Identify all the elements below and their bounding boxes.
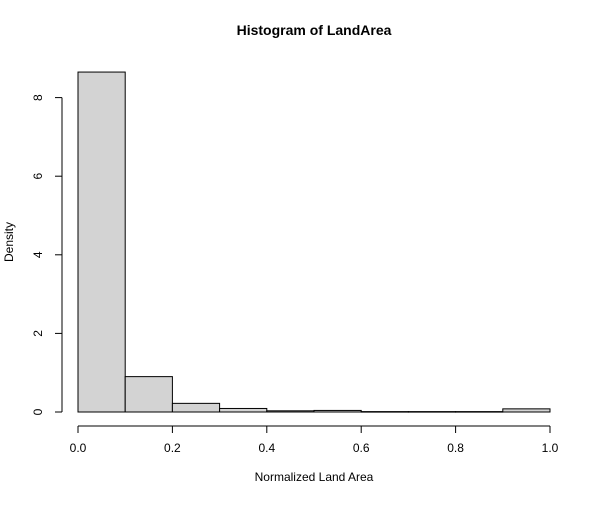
y-tick-label: 2 <box>31 330 45 337</box>
y-tick-label: 0 <box>31 408 45 415</box>
y-tick-label: 8 <box>31 94 45 101</box>
x-tick-label: 1.0 <box>542 441 559 455</box>
y-tick-label: 4 <box>31 251 45 258</box>
x-axis: 0.0 0.2 0.4 0.6 0.8 1.0 <box>70 425 559 455</box>
x-tick-label: 0.4 <box>258 441 275 455</box>
histogram-bar <box>502 408 551 413</box>
x-tick-label: 0.2 <box>164 441 181 455</box>
y-tick-label: 6 <box>31 173 45 180</box>
x-tick-label: 0.0 <box>70 441 87 455</box>
histogram-bar <box>313 409 362 413</box>
y-axis-label: Density <box>2 222 16 262</box>
bars-layer <box>77 71 551 413</box>
histogram-bar <box>455 411 504 413</box>
histogram-bar <box>124 376 173 413</box>
histogram-bar <box>360 411 409 413</box>
histogram-bar <box>407 411 457 413</box>
chart-title: Histogram of LandArea <box>237 22 392 38</box>
histogram-bar <box>77 71 126 413</box>
histogram-bar <box>171 402 221 413</box>
x-tick-label: 0.8 <box>447 441 464 455</box>
histogram-bar <box>219 407 268 413</box>
y-axis: 0 2 4 6 8 <box>31 94 63 415</box>
x-axis-label: Normalized Land Area <box>255 470 374 484</box>
histogram-bar <box>266 410 315 413</box>
x-tick-label: 0.6 <box>353 441 370 455</box>
